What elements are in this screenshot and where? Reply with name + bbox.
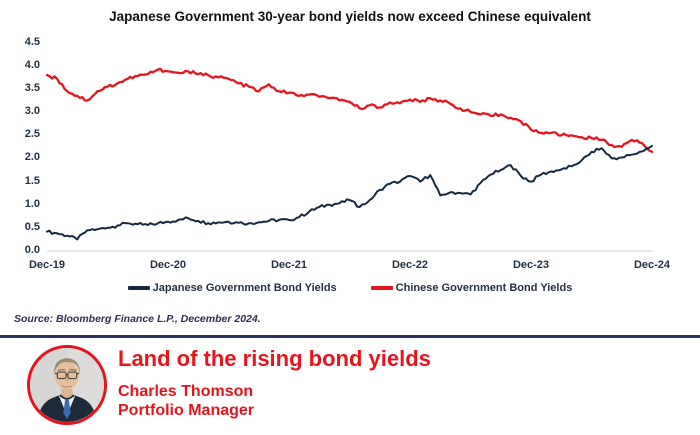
- banner-text-block: Land of the rising bond yields Charles T…: [118, 347, 431, 421]
- series-line-china: [45, 67, 654, 154]
- china-line-swatch-icon: [370, 286, 393, 290]
- y-tick-label: 4.0: [24, 58, 40, 71]
- legend-item-japan: Japanese Government Bond Yields: [127, 282, 337, 294]
- y-tick-label: 0.5: [24, 220, 40, 233]
- y-tick-label: 2.0: [24, 151, 40, 164]
- y-tick-label: 4.5: [24, 35, 40, 48]
- legend-label-japan: Japanese Government Bond Yields: [152, 282, 337, 294]
- portrait-illustration: [30, 348, 104, 422]
- y-tick-label: 3.0: [24, 105, 40, 118]
- author-name: Charles Thomson: [118, 383, 254, 401]
- author-banner: Land of the rising bond yields Charles T…: [0, 338, 700, 435]
- x-tick-label: Dec-23: [512, 259, 550, 271]
- chart-legend: Japanese Government Bond Yields Chinese …: [0, 282, 700, 294]
- x-tick-label: Dec-21: [270, 259, 308, 271]
- legend-item-china: Chinese Government Bond Yields: [370, 282, 573, 294]
- banner-headline: Land of the rising bond yields: [118, 346, 431, 371]
- source-note: Source: Bloomberg Finance L.P., December…: [14, 313, 261, 325]
- y-tick-label: 3.5: [24, 81, 40, 94]
- japan-line-swatch-icon: [127, 286, 150, 290]
- x-tick-label: Dec-22: [391, 259, 429, 271]
- legend-label-china: Chinese Government Bond Yields: [395, 282, 573, 294]
- y-tick-label: 0.0: [24, 244, 40, 256]
- divider-line: [0, 335, 700, 338]
- series-line-japan: [46, 144, 653, 241]
- author-photo: [27, 345, 107, 425]
- author-role: Portfolio Manager: [118, 401, 255, 419]
- chart-title: Japanese Government 30-year bond yields …: [109, 9, 591, 24]
- y-tick-label: 1.0: [24, 197, 40, 210]
- y-tick-label: 1.5: [24, 174, 40, 187]
- x-tick-label: Dec-20: [149, 259, 187, 271]
- x-tick-label: Dec-24: [633, 259, 671, 271]
- y-tick-label: 2.5: [24, 128, 40, 141]
- x-tick-label: Dec-19: [28, 259, 66, 271]
- line-plot: [45, 67, 654, 252]
